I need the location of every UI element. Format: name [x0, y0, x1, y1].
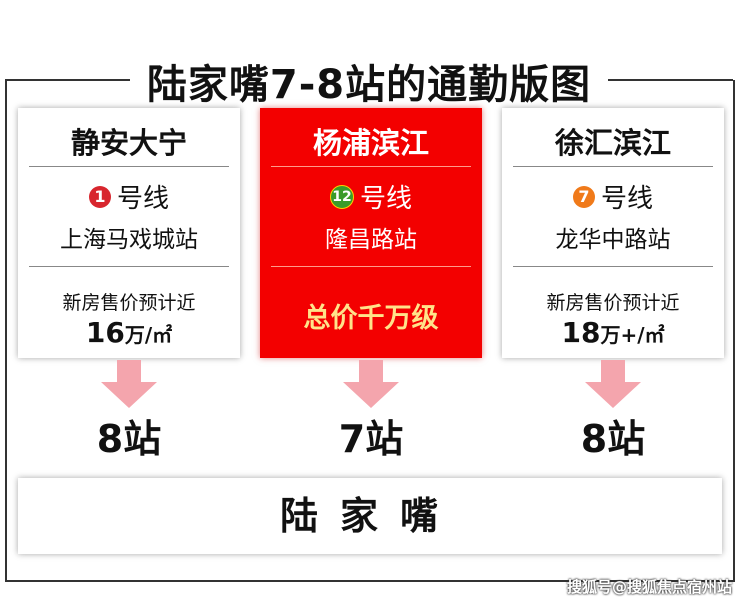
metro-line: 1 号线 — [18, 178, 240, 215]
stop-count: 8站 — [96, 417, 162, 461]
frame-line — [5, 79, 130, 81]
metro-line: 12 号线 — [260, 178, 482, 215]
line-badge-icon: 1 — [88, 185, 111, 208]
line-badge-icon: 7 — [572, 185, 595, 208]
outer-frame — [5, 80, 735, 582]
price-value: 16 — [85, 316, 125, 349]
down-arrow-icon — [343, 360, 399, 408]
presale-label: 新房售价预计近 — [62, 292, 196, 314]
price-highlight: 总价千万级 — [303, 303, 439, 334]
card-yangpu-binjiang: 杨浦滨江 12 号线 隆昌路站 总价千万级 — [260, 108, 482, 358]
price-value: 18 — [561, 316, 601, 349]
price: 16万/㎡ — [18, 316, 240, 349]
divider — [271, 266, 471, 267]
divider — [29, 166, 229, 167]
station-name: 龙华中路站 — [555, 227, 671, 253]
area-name: 杨浦滨江 — [312, 126, 429, 160]
area-name: 徐汇滨江 — [554, 126, 671, 160]
metro-line: 7 号线 — [502, 178, 724, 215]
divider — [271, 166, 471, 167]
station-name: 隆昌路站 — [325, 227, 417, 253]
price: 18万+/㎡ — [502, 316, 724, 349]
card-jingan-daning: 静安大宁 1 号线 上海马戏城站 新房售价预计近 16万/㎡ — [18, 108, 240, 358]
price-unit: 万+/㎡ — [600, 323, 665, 347]
line-badge-icon: 12 — [329, 184, 354, 209]
divider — [29, 266, 229, 267]
stop-count: 7站 — [338, 417, 404, 461]
stop-count: 8站 — [580, 417, 646, 461]
watermark: 搜狐号@搜狐焦点宿州站 — [566, 578, 732, 596]
card-xuhui-binjiang: 徐汇滨江 7 号线 龙华中路站 新房售价预计近 18万+/㎡ — [502, 108, 724, 358]
page-title: 陆家嘴7-8站的通勤版图 — [146, 62, 592, 108]
line-label: 号线 — [116, 184, 169, 214]
down-arrow-icon — [585, 360, 641, 408]
presale-label: 新房售价预计近 — [546, 292, 680, 314]
down-arrow-icon — [101, 360, 157, 408]
divider — [513, 266, 713, 267]
frame-line — [608, 79, 733, 81]
destination-box: 陆家嘴 — [18, 478, 722, 554]
area-name: 静安大宁 — [70, 126, 187, 160]
price-unit: 万/㎡ — [124, 323, 173, 347]
line-label: 号线 — [600, 184, 653, 214]
station-name: 上海马戏城站 — [60, 227, 198, 253]
line-label: 号线 — [359, 184, 412, 214]
divider — [513, 166, 713, 167]
